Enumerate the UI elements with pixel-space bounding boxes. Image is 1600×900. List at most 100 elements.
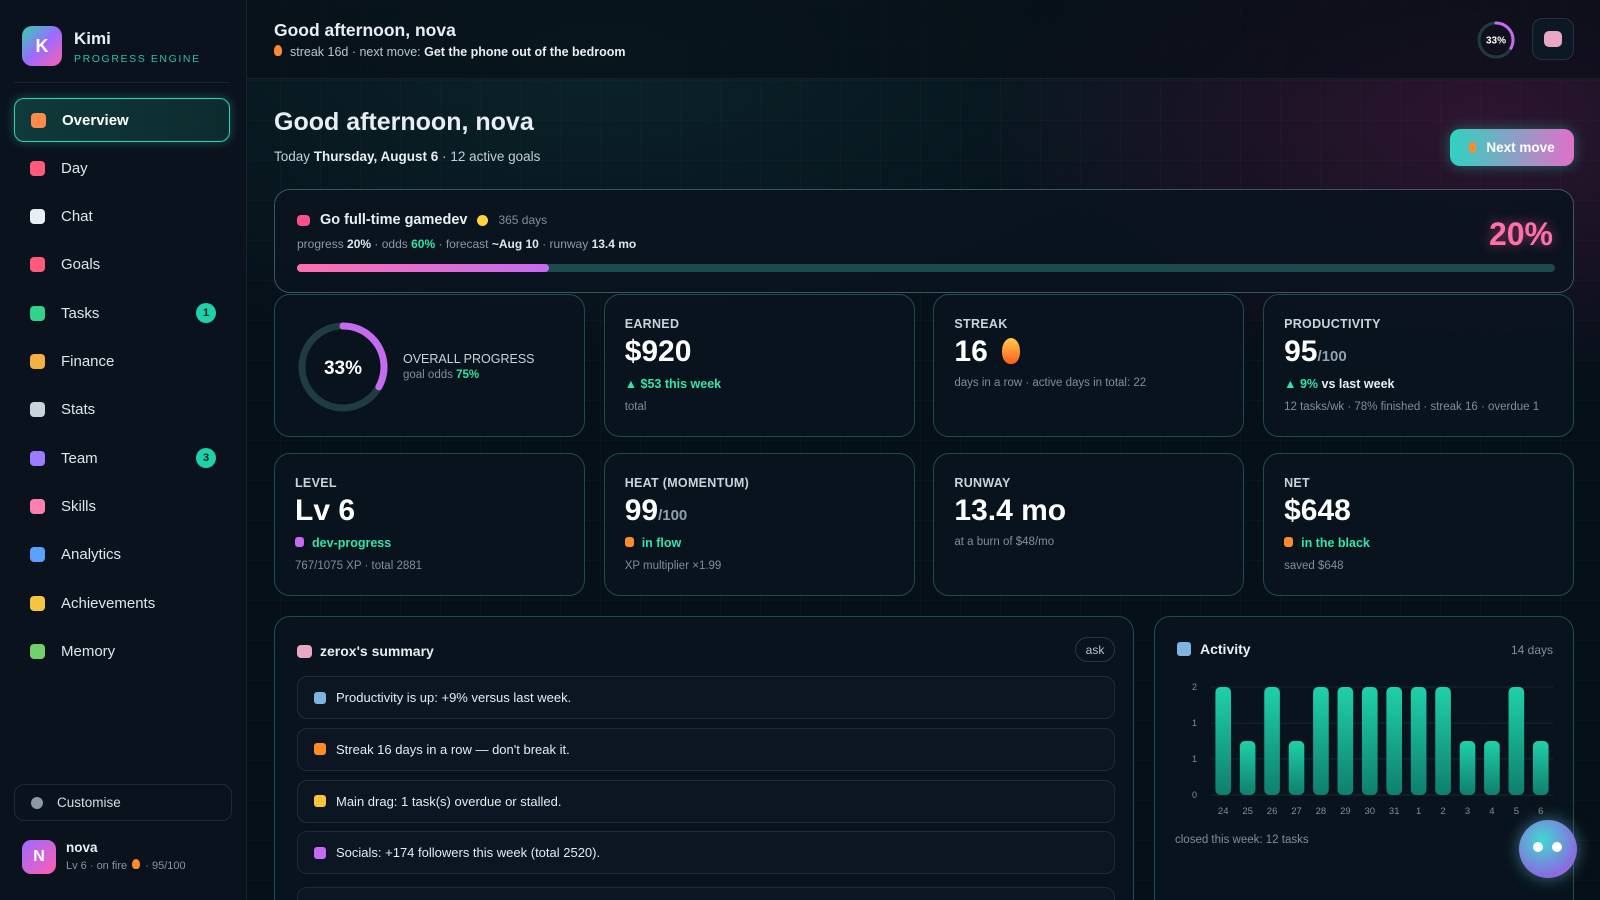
nav-item[interactable]: Finance	[14, 340, 230, 384]
nav-label: Finance	[61, 353, 115, 370]
card-sub: goal odds 75%	[403, 369, 479, 381]
y-tick-label: 2	[1192, 682, 1197, 692]
user-status: Lv 6 · on fire · 95/100	[66, 859, 186, 872]
card-note: saved $648	[1284, 560, 1344, 572]
bot-icon	[1544, 31, 1562, 47]
nav-item[interactable]: Team 3	[14, 436, 230, 480]
flame-icon	[274, 45, 282, 56]
card-value: 16	[954, 335, 1020, 369]
meta-part: ~Aug 10	[491, 237, 539, 251]
nav-item[interactable]: Stats	[14, 388, 230, 432]
bar	[1239, 741, 1256, 795]
date: Thursday, August 6	[313, 149, 439, 164]
logo: K	[22, 26, 62, 66]
x-tick-label: 29	[1340, 806, 1351, 817]
item-icon	[314, 691, 326, 704]
sub-value: 75%	[456, 369, 480, 381]
customise-label: Customise	[57, 795, 121, 810]
nav-icon	[30, 402, 45, 418]
stat-card: 33% OVERALL PROGRESS goal odds 75%	[274, 294, 585, 437]
x-tick-label: 25	[1242, 806, 1253, 817]
nav-label: Chat	[61, 208, 93, 226]
progress-ring: 33%	[1477, 21, 1515, 59]
topbar: Good afternoon, nova streak 16d · next m…	[247, 0, 1600, 79]
nav-item[interactable]: Tasks 1	[14, 291, 230, 335]
stat-card: STREAK 16 days in a row · active days in t…	[933, 294, 1245, 437]
bar	[1264, 687, 1280, 795]
bar	[1361, 687, 1378, 795]
x-tick-label: 24	[1218, 806, 1229, 817]
nav-label: Skills	[61, 497, 97, 515]
assistant-fab[interactable]	[1519, 820, 1577, 878]
card-value: $920	[625, 335, 692, 369]
card-delta: ▲ 9% vs last week	[1284, 377, 1394, 391]
next-move-text: Get the phone out of the bedroom	[424, 45, 626, 59]
nav-icon	[30, 595, 45, 611]
stat-card: EARNED $920 ▲ $53 this week total	[603, 294, 915, 437]
nav-item[interactable]: Skills	[14, 484, 230, 528]
stat-card: RUNWAY 13.4 mo at a burn of $48/mo	[933, 453, 1245, 596]
ring-label: 33%	[324, 358, 362, 379]
nav-icon	[30, 498, 45, 514]
card-note: days in a row · active days in total: 22	[954, 377, 1147, 389]
y-tick-label: 1	[1192, 754, 1197, 764]
card-delta: in the black	[1284, 536, 1370, 550]
nav-item[interactable]: Overview	[14, 98, 230, 142]
tag-icon	[624, 537, 634, 547]
bar	[1484, 741, 1500, 795]
user-name: nova	[66, 840, 98, 855]
date-prefix: Today	[274, 149, 311, 164]
value-text: Lv 6	[295, 494, 356, 527]
card-delta: in flow	[624, 536, 681, 550]
x-tick-label: 3	[1465, 806, 1470, 817]
sub-prefix: goal odds	[403, 369, 453, 381]
hero-date: Today Thursday, August 6 · 12 active goa…	[274, 149, 540, 164]
chart-title: Activity	[1200, 641, 1251, 657]
nav-label: Team	[61, 449, 98, 467]
meta-part: · runway	[542, 237, 589, 251]
goal-percent: 20%	[1488, 216, 1553, 252]
nav-item[interactable]: Memory	[14, 629, 230, 673]
stat-card: HEAT (MOMENTUM) 99/100 in flow XP multiplie…	[603, 453, 915, 596]
nav-label: Achievements	[61, 594, 156, 612]
nav-icon	[30, 160, 45, 176]
value-text: $648	[1284, 494, 1351, 527]
card-label: HEAT (MOMENTUM)	[624, 476, 750, 490]
nav-icon	[30, 209, 45, 225]
summary-item: Socials: +174 followers this week (total…	[297, 831, 1115, 875]
nav-badge: 1	[196, 303, 216, 324]
card-note: at a burn of $48/mo	[954, 536, 1055, 548]
value-text: $920	[624, 335, 692, 368]
chart-note: closed this week: 12 tasks	[1175, 834, 1309, 846]
y-tick-label: 0	[1192, 790, 1197, 800]
goal-track	[297, 264, 1555, 272]
bot-button[interactable]	[1532, 18, 1574, 60]
item-text: Productivity is up: +9% versus last week…	[336, 690, 572, 705]
bar	[1508, 687, 1525, 795]
nav-item[interactable]: Chat	[14, 195, 230, 239]
goal-duration: 365 days	[498, 213, 548, 227]
y-tick-label: 1	[1192, 718, 1197, 728]
summary-header: zerox's summary	[297, 643, 434, 659]
summary-item-partial	[297, 887, 1115, 900]
flame-icon	[132, 859, 141, 869]
chart-subtitle: 14 days	[1510, 643, 1553, 657]
card-note: 12 tasks/wk · 78% finished · streak 16 ·…	[1284, 401, 1540, 413]
nav-item[interactable]: Goals	[14, 243, 230, 287]
topbar-streak: streak 16d · next move: Get the phone ou…	[274, 45, 625, 59]
ask-button[interactable]: ask	[1075, 637, 1115, 662]
summary-item: Main drag: 1 task(s) overdue or stalled.	[297, 779, 1115, 823]
card-value: Lv 6	[295, 494, 355, 528]
card-note: total	[624, 401, 647, 413]
button-label: Next move	[1486, 140, 1555, 155]
nav-item[interactable]: Day	[14, 146, 230, 190]
goal-header: Go full-time gamedev 365 days	[297, 212, 547, 228]
nav-item[interactable]: Analytics	[14, 533, 230, 577]
nav-item[interactable]: Achievements	[14, 581, 230, 625]
nav-label: Day	[61, 159, 88, 177]
card-label: OVERALL PROGRESS	[403, 352, 535, 366]
flame-icon	[1469, 142, 1477, 153]
customise-button[interactable]: Customise	[14, 784, 232, 821]
next-move-button[interactable]: Next move	[1450, 129, 1574, 166]
